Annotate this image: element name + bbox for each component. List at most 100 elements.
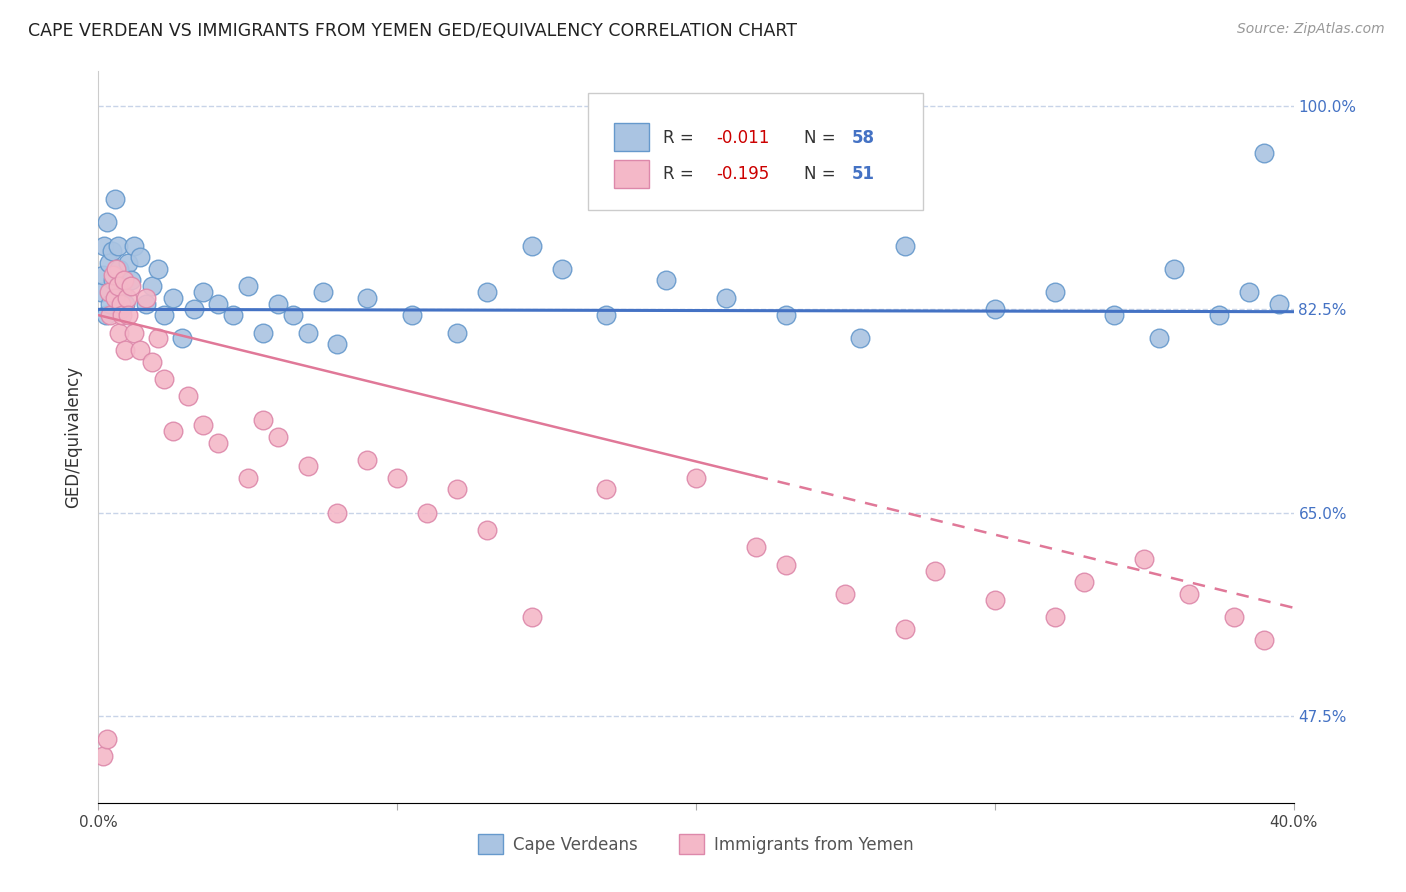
Point bbox=[108, 261, 131, 276]
Point bbox=[135, 296, 157, 310]
Point bbox=[90, 285, 112, 299]
Point bbox=[446, 326, 468, 340]
Point bbox=[101, 244, 124, 259]
Point bbox=[104, 192, 127, 206]
Point bbox=[115, 291, 138, 305]
Text: Source: ZipAtlas.com: Source: ZipAtlas.com bbox=[1237, 22, 1385, 37]
Point bbox=[1163, 261, 1185, 276]
Point bbox=[356, 291, 378, 305]
Point bbox=[117, 256, 139, 270]
Point bbox=[191, 285, 214, 299]
Point bbox=[162, 424, 184, 438]
Point bbox=[1043, 610, 1066, 624]
Point bbox=[1253, 633, 1275, 648]
Point bbox=[96, 731, 118, 746]
Point bbox=[103, 268, 125, 282]
Point bbox=[252, 326, 274, 340]
Point bbox=[105, 291, 128, 305]
Point bbox=[124, 238, 146, 252]
Point bbox=[177, 389, 200, 403]
Point bbox=[267, 430, 290, 444]
Point bbox=[714, 291, 737, 305]
Point bbox=[129, 343, 152, 357]
Point bbox=[124, 326, 146, 340]
Point bbox=[520, 238, 543, 252]
Point bbox=[107, 279, 129, 293]
Point bbox=[1253, 145, 1275, 160]
Point bbox=[98, 308, 122, 322]
Point bbox=[1073, 575, 1095, 590]
Y-axis label: GED/Equivalency: GED/Equivalency bbox=[65, 366, 83, 508]
Point bbox=[96, 215, 118, 229]
Point bbox=[446, 483, 468, 497]
Point bbox=[104, 291, 127, 305]
Point bbox=[655, 273, 678, 287]
FancyBboxPatch shape bbox=[589, 94, 922, 211]
FancyBboxPatch shape bbox=[613, 160, 650, 187]
Point bbox=[685, 471, 707, 485]
Point bbox=[97, 285, 120, 299]
Point bbox=[97, 256, 120, 270]
Point bbox=[297, 459, 319, 474]
Point bbox=[1237, 285, 1260, 299]
Point bbox=[984, 302, 1007, 317]
FancyBboxPatch shape bbox=[613, 123, 650, 151]
Point bbox=[894, 238, 917, 252]
Point bbox=[775, 558, 797, 572]
Legend: Cape Verdeans, Immigrants from Yemen: Cape Verdeans, Immigrants from Yemen bbox=[471, 828, 921, 860]
Point bbox=[775, 308, 797, 322]
Point bbox=[172, 331, 194, 345]
Point bbox=[107, 238, 129, 252]
Point bbox=[135, 291, 157, 305]
Point bbox=[311, 285, 333, 299]
Point bbox=[141, 354, 163, 368]
Point bbox=[475, 523, 498, 537]
Point bbox=[745, 541, 768, 555]
Point bbox=[110, 296, 132, 310]
Point bbox=[1208, 308, 1230, 322]
Point bbox=[1178, 587, 1201, 601]
Point bbox=[1147, 331, 1170, 345]
Point bbox=[401, 308, 423, 322]
Point bbox=[112, 273, 135, 287]
Point bbox=[94, 308, 117, 322]
Point bbox=[849, 331, 872, 345]
Text: 58: 58 bbox=[852, 128, 875, 146]
Point bbox=[120, 273, 142, 287]
Point bbox=[236, 471, 259, 485]
Point bbox=[356, 453, 378, 467]
Point bbox=[595, 308, 617, 322]
Point bbox=[148, 261, 170, 276]
Point bbox=[120, 279, 142, 293]
Point bbox=[108, 326, 131, 340]
Text: N =: N = bbox=[804, 128, 841, 146]
Point bbox=[91, 749, 114, 764]
Point bbox=[550, 261, 572, 276]
Point bbox=[1104, 308, 1126, 322]
Point bbox=[91, 268, 114, 282]
Point bbox=[114, 296, 136, 310]
Point bbox=[475, 285, 498, 299]
Text: -0.195: -0.195 bbox=[716, 165, 769, 183]
Point bbox=[236, 279, 259, 293]
Text: N =: N = bbox=[804, 165, 841, 183]
Point bbox=[93, 238, 115, 252]
Text: R =: R = bbox=[662, 165, 699, 183]
Point bbox=[281, 308, 304, 322]
Point bbox=[98, 296, 122, 310]
Point bbox=[1223, 610, 1246, 624]
Point bbox=[148, 331, 170, 345]
Point bbox=[183, 302, 205, 317]
Point bbox=[110, 302, 132, 317]
Point bbox=[222, 308, 245, 322]
Point bbox=[267, 296, 290, 310]
Point bbox=[1043, 285, 1066, 299]
Point bbox=[326, 506, 349, 520]
Text: 51: 51 bbox=[852, 165, 875, 183]
Point bbox=[834, 587, 856, 601]
Point bbox=[191, 418, 214, 433]
Point bbox=[153, 308, 176, 322]
Point bbox=[207, 436, 229, 450]
Point bbox=[385, 471, 409, 485]
Point bbox=[326, 337, 349, 351]
